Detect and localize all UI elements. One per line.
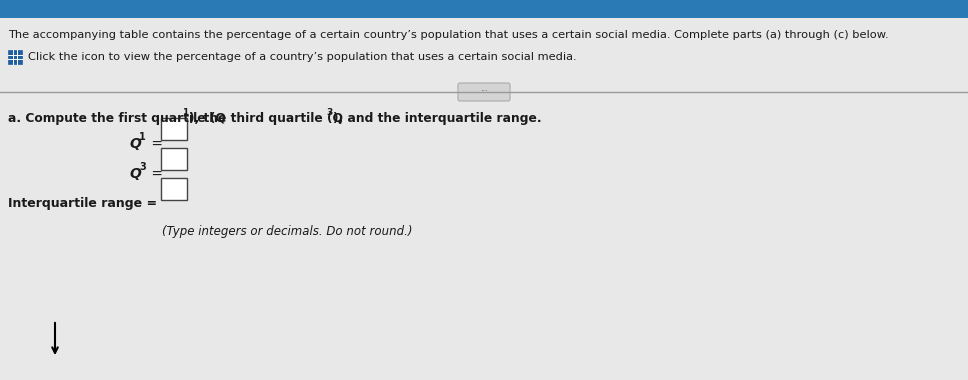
Text: Click the icon to view the percentage of a country’s population that uses a cert: Click the icon to view the percentage of… (28, 52, 577, 62)
FancyBboxPatch shape (8, 50, 22, 64)
FancyBboxPatch shape (161, 178, 187, 200)
Text: Interquartile range =: Interquartile range = (8, 197, 157, 210)
Text: The accompanying table contains the percentage of a certain country’s population: The accompanying table contains the perc… (8, 30, 889, 40)
Text: 3: 3 (139, 162, 146, 172)
Text: Q: Q (130, 167, 141, 181)
Text: ···: ··· (480, 87, 488, 97)
Text: 1: 1 (182, 108, 188, 117)
Text: a. Compute the first quartile (Q: a. Compute the first quartile (Q (8, 112, 226, 125)
Text: 1: 1 (139, 132, 146, 142)
Text: =: = (147, 137, 163, 151)
Text: 3: 3 (326, 108, 332, 117)
FancyBboxPatch shape (161, 148, 187, 170)
Text: ), and the interquartile range.: ), and the interquartile range. (333, 112, 542, 125)
FancyBboxPatch shape (161, 118, 187, 140)
Text: Q: Q (130, 137, 141, 151)
Text: ), the third quartile (Q: ), the third quartile (Q (189, 112, 343, 125)
FancyBboxPatch shape (458, 83, 510, 101)
Text: =: = (147, 167, 163, 181)
Text: (Type integers or decimals. Do not round.): (Type integers or decimals. Do not round… (162, 225, 412, 238)
FancyBboxPatch shape (0, 0, 968, 18)
